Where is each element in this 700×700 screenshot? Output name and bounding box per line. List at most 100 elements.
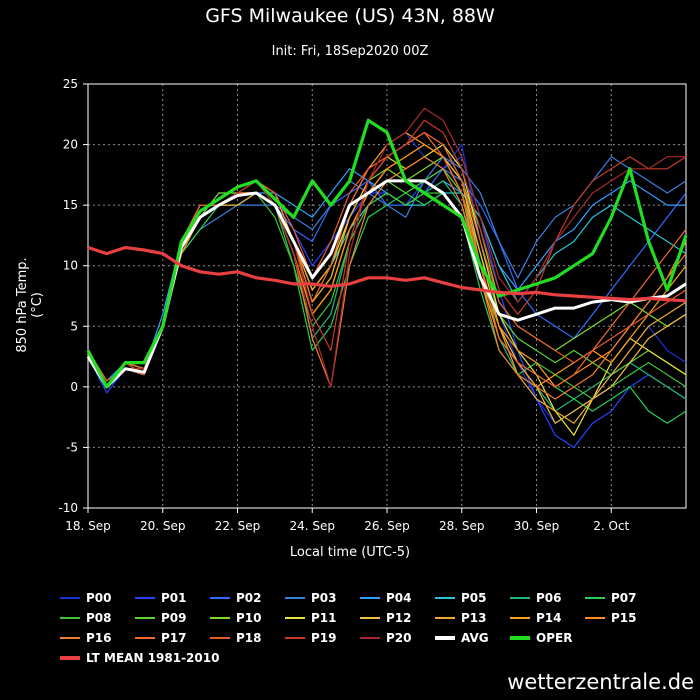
legend-item-p18: P18 [210,631,285,645]
legend-item-p06: P06 [510,591,585,605]
series-line-lt-mean-1981-2010 [87,245,687,303]
legend-label: P06 [536,591,562,605]
y-axis-label: 850 hPa Temp. (°C) [15,257,45,353]
chart-subtitle: Init: Fri, 18Sep2020 00Z [271,44,429,59]
y-tick-label: 0 [70,380,78,394]
legend-swatch [60,637,80,639]
legend-item-p08: P08 [60,611,135,625]
legend-swatch [435,636,455,640]
legend-label: P02 [236,591,262,605]
x-tick-label: 2. Oct [593,519,629,533]
legend-label: P10 [236,611,262,625]
legend-item-p01: P01 [135,591,210,605]
legend-label: P11 [311,611,337,625]
series-line-oper [86,118,688,389]
legend-item-p13: P13 [435,611,510,625]
legend-swatch [510,597,530,599]
legend-label: LT MEAN 1981-2010 [86,651,220,665]
legend-item-lt-mean-1981-2010: LT MEAN 1981-2010 [60,651,280,665]
chart-title: GFS Milwaukee (US) 43N, 88W [205,5,495,27]
legend-swatch [60,617,80,619]
legend-swatch [285,637,305,639]
legend-swatch [510,636,530,640]
series-lines [86,107,688,448]
legend-label: P08 [86,611,112,625]
grid-lines [87,83,686,509]
legend-label: P04 [386,591,412,605]
legend-label: P18 [236,631,262,645]
y-tick-label: 5 [70,319,78,333]
legend-item-oper: OPER [510,631,585,645]
legend-item-avg: AVG [435,631,510,645]
y-tick-label: -10 [58,501,78,515]
legend-item-p12: P12 [360,611,435,625]
legend-swatch [360,597,380,599]
legend-swatch [210,617,230,619]
legend-swatch [60,597,80,599]
x-tick-label: 18. Sep [65,519,111,533]
legend-swatch [285,597,305,599]
legend-item-p15: P15 [585,611,660,625]
legend-swatch [585,597,605,599]
y-tick-label: 25 [63,77,78,91]
legend-swatch [210,637,230,639]
legend-swatch [135,597,155,599]
y-tick-label: -5 [66,440,78,454]
legend-swatch [435,597,455,599]
legend-row: P00 P01 P02 P03 P04 P05 P06 P07 [60,588,700,608]
legend-item-p17: P17 [135,631,210,645]
axes: -10 -5 0 5 10 15 20 25 18. Sep 20. Sep 22. Sep 24. … [58,77,629,533]
legend-item-p03: P03 [285,591,360,605]
legend-label: P20 [386,631,412,645]
legend-label: P12 [386,611,412,625]
legend-label: P15 [611,611,637,625]
legend-swatch [285,617,305,619]
x-axis-label: Local time (UTC-5) [289,545,411,560]
y-tick-label: 10 [63,259,78,273]
watermark: wetterzentrale.de [507,670,694,694]
legend-item-p10: P10 [210,611,285,625]
legend-label: P13 [461,611,487,625]
series-line-p15 [87,144,687,388]
x-tick-label: 26. Sep [364,519,410,533]
legend-swatch [585,617,605,619]
legend-label: OPER [536,631,573,645]
legend-label: P19 [311,631,337,645]
legend-item-p02: P02 [210,591,285,605]
y-tick-label: 15 [63,198,78,212]
legend-label: P01 [161,591,187,605]
y-tick-label: 20 [63,138,78,152]
legend-item-p05: P05 [435,591,510,605]
legend-swatch [135,637,155,639]
legend-swatch [60,656,80,660]
legend-label: P03 [311,591,337,605]
legend-label: P09 [161,611,187,625]
legend-label: P17 [161,631,187,645]
x-tick-label: 24. Sep [289,519,335,533]
legend-item-p09: P09 [135,611,210,625]
legend-label: P16 [86,631,112,645]
legend-item-p19: P19 [285,631,360,645]
legend-item-p20: P20 [360,631,435,645]
legend-swatch [360,617,380,619]
legend-item-p04: P04 [360,591,435,605]
legend-label: P07 [611,591,637,605]
legend-item-p14: P14 [510,611,585,625]
legend-label: P05 [461,591,487,605]
x-tick-label: 30. Sep [514,519,560,533]
legend-row: P16 P17 P18 P19 P20 AVG OPER [60,628,700,648]
legend-item-p00: P00 [60,591,135,605]
legend-swatch [360,637,380,639]
legend-swatch [510,617,530,619]
legend-swatch [210,597,230,599]
legend-label: P14 [536,611,562,625]
legend-label: AVG [461,631,489,645]
legend-row: P08 P09 P10 P11 P12 P13 P14 P15 [60,608,700,628]
legend-row: LT MEAN 1981-2010 [60,648,700,668]
x-tick-label: 20. Sep [140,519,186,533]
legend: P00 P01 P02 P03 P04 P05 P06 P07 P08 P09 P10 P11 P12 P… [60,588,700,668]
legend-swatch [435,617,455,619]
legend-label: P00 [86,591,112,605]
legend-item-p11: P11 [285,611,360,625]
